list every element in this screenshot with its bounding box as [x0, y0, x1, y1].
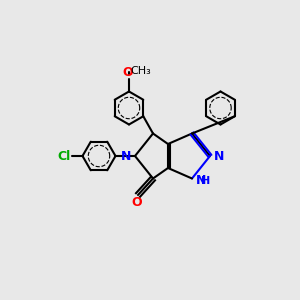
Text: Cl: Cl [57, 149, 70, 163]
Text: N: N [196, 174, 206, 188]
Text: O: O [122, 66, 133, 79]
Text: N: N [121, 149, 131, 163]
Text: O: O [131, 196, 142, 209]
Text: H: H [201, 176, 210, 186]
Text: CH₃: CH₃ [130, 65, 151, 76]
Text: N: N [214, 149, 224, 163]
